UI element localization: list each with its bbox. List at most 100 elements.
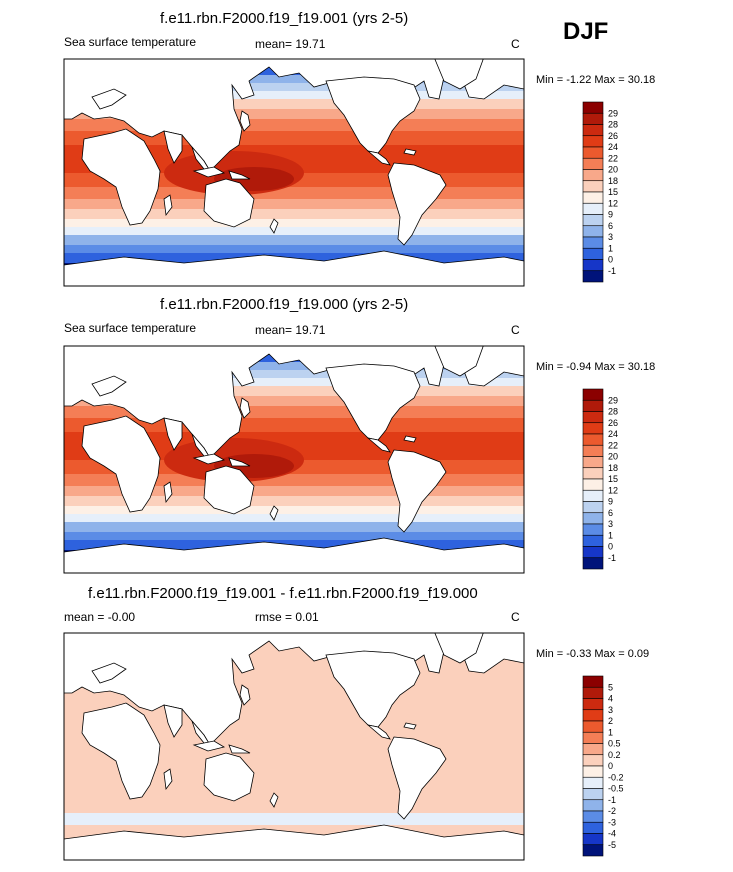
- panel-3-title: f.e11.rbn.F2000.f19_f19.001 - f.e11.rbn.…: [88, 585, 478, 602]
- panel-2-sst-band: [64, 532, 524, 540]
- panel-1-colorbar-tick-label: -1: [608, 266, 616, 276]
- panel-1-colorbar-swatch: [582, 112, 604, 125]
- panel-2-sst-band: [64, 362, 524, 370]
- panel-1-sst-band: [64, 219, 524, 227]
- panel-2-colorbar-tick-label: 12: [608, 485, 618, 495]
- panel-1-map: [63, 58, 525, 287]
- panel-2-units-label: C: [511, 323, 520, 337]
- panel-2-colorbar-swatch: [582, 501, 604, 514]
- panel-3-colorbar-swatch: [582, 675, 604, 688]
- panel-1-colorbar-swatch: [582, 101, 604, 114]
- panel-3-colorbar-tick-label: 3: [608, 705, 613, 715]
- panel-3-colorbar-tick-label: 2: [608, 716, 613, 726]
- panel-1-colorbar-swatch: [582, 191, 604, 204]
- panel-2-colorbar-swatch: [582, 512, 604, 525]
- panel-1-colorbar-swatch: [582, 180, 604, 193]
- panel-3-mean-label: mean = -0.00: [64, 610, 136, 624]
- panel-1-colorbar-swatch: [582, 135, 604, 148]
- panel-3-colorbar-tick-label: 0.2: [608, 750, 621, 760]
- panel-1-colorbar-tick-label: 0: [608, 255, 613, 265]
- panel-2-sst-band: [64, 522, 524, 532]
- panel-2-colorbar-tick-label: 3: [608, 519, 613, 529]
- panel-1-colorbar-tick-label: 6: [608, 221, 613, 231]
- panel-2-title: f.e11.rbn.F2000.f19_f19.000 (yrs 2-5): [160, 296, 409, 313]
- panel-3-colorbar-swatch: [582, 720, 604, 733]
- panel-3-minmax-label: Min = -0.33 Max = 0.09: [536, 648, 650, 660]
- panel-1-sst-band: [64, 75, 524, 83]
- panel-3-colorbar-tick-label: 4: [608, 694, 613, 704]
- panel-2-sst-band: [64, 396, 524, 406]
- season-label: DJF: [563, 18, 609, 45]
- panel-1-sst-band: [64, 109, 524, 119]
- panel-2-colorbar-tick-label: 15: [608, 474, 618, 484]
- panel-1-sst-band: [64, 245, 524, 253]
- panel-1-mean-label: mean= 19.71: [255, 37, 326, 51]
- panel-3-colorbar-swatch: [582, 698, 604, 711]
- panel-1-colorbar-swatch: [582, 146, 604, 159]
- panel-1-minmax-label: Min = -1.22 Max = 30.18: [536, 74, 656, 86]
- panel-1-colorbar-tick-label: 26: [608, 131, 618, 141]
- panel-3-colorbar-swatch: [582, 743, 604, 756]
- panel-1-sst-band: [64, 199, 524, 209]
- panel-1-colorbar-swatch: [582, 270, 604, 283]
- panel-3-colorbar-swatch: [582, 731, 604, 744]
- panel-2-colorbar-tick-label: 0: [608, 542, 613, 552]
- panel-2-sst-band: [64, 496, 524, 506]
- panel-3-colorbar-tick-label: 1: [608, 727, 613, 737]
- panel-1-colorbar-swatch: [582, 225, 604, 238]
- panel-3-colorbar-swatch: [582, 788, 604, 801]
- panel-1-sst-band: [64, 83, 524, 91]
- panel-1-colorbar-tick-label: 18: [608, 176, 618, 186]
- panel-3-colorbar-swatch: [582, 799, 604, 812]
- panel-3-map: [63, 632, 525, 861]
- panel-1-sst-band: [64, 227, 524, 235]
- panel-2-frame: [63, 345, 525, 574]
- panel-1-colorbar-swatch: [582, 259, 604, 272]
- panel-1-colorbar-tick-label: 9: [608, 210, 613, 220]
- panel-3-colorbar-tick-label: -0.2: [608, 772, 624, 782]
- panel-3-colorbar-swatch: [582, 686, 604, 699]
- panel-2-colorbar-swatch: [582, 399, 604, 412]
- panel-2-colorbar-swatch: [582, 422, 604, 435]
- panel-2-colorbar-swatch: [582, 444, 604, 457]
- panel-1-units-label: C: [511, 37, 520, 51]
- panel-3-colorbar-swatch: [582, 709, 604, 722]
- panel-1-colorbar-tick-label: 24: [608, 142, 618, 152]
- panel-3-colorbar-swatch: [582, 821, 604, 834]
- panel-3-colorbar-tick-label: -5: [608, 840, 616, 850]
- panel-2-colorbar-swatch: [582, 467, 604, 480]
- panel-2-sst-band: [64, 386, 524, 396]
- panel-2-colorbar-swatch: [582, 411, 604, 424]
- panel-2-variable-label: Sea surface temperature: [64, 321, 197, 335]
- panel-1-colorbar-swatch: [582, 157, 604, 170]
- panel-3-colorbar-tick-label: 0.5: [608, 739, 621, 749]
- panel-1-colorbar-tick-label: 1: [608, 243, 613, 253]
- panel-2-colorbar-tick-label: 9: [608, 497, 613, 507]
- panel-2-colorbar-swatch: [582, 546, 604, 559]
- panel-2-sst-band: [64, 486, 524, 496]
- panel-1-colorbar-tick-label: 12: [608, 198, 618, 208]
- panel-1-colorbar-swatch: [582, 169, 604, 182]
- panel-3-colorbar-swatch: [582, 776, 604, 789]
- panel-3-colorbar-swatch: [582, 844, 604, 857]
- panel-1-colorbar-tick-label: 29: [608, 108, 618, 118]
- panel-2-sst-band: [64, 378, 524, 386]
- panel-3-colorbar-tick-label: -2: [608, 806, 616, 816]
- panel-1-colorbar-tick-label: 15: [608, 187, 618, 197]
- panel-1-colorbar-tick-label: 3: [608, 232, 613, 242]
- panel-1-sst-band: [64, 209, 524, 219]
- panel-3-difference-band: [64, 813, 524, 825]
- panel-1-sst-band: [64, 99, 524, 109]
- panel-3-colorbar-tick-label: -0.5: [608, 784, 624, 794]
- panel-2-colorbar-tick-label: 24: [608, 429, 618, 439]
- panel-1-colorbar-tick-label: 22: [608, 153, 618, 163]
- panel-1-colorbar-swatch: [582, 214, 604, 227]
- panel-2-colorbar-swatch: [582, 433, 604, 446]
- panel-1-sst-band: [64, 235, 524, 245]
- panel-3-colorbar-tick-label: -1: [608, 795, 616, 805]
- panel-3-rmse-label: rmse = 0.01: [255, 610, 319, 624]
- panel-2-colorbar-tick-label: 6: [608, 508, 613, 518]
- panel-3-colorbar-tick-label: 0: [608, 761, 613, 771]
